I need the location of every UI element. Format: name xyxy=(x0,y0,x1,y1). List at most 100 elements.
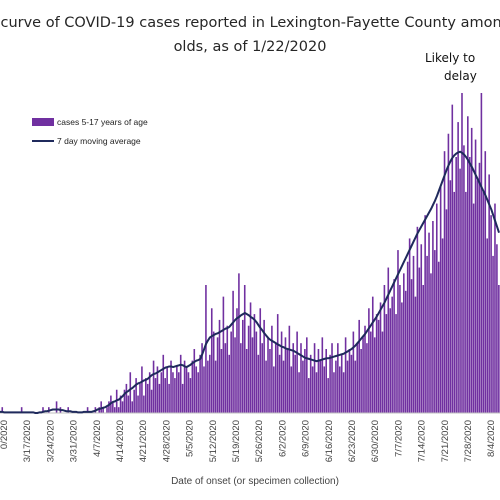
case-bar xyxy=(232,290,234,413)
case-bar xyxy=(274,343,277,413)
case-bar xyxy=(449,180,452,413)
case-bar xyxy=(356,343,359,413)
case-bar xyxy=(482,191,485,413)
case-bar xyxy=(325,349,327,413)
case-bar xyxy=(290,366,293,413)
case-bar xyxy=(119,395,122,413)
case-bar xyxy=(220,349,223,413)
case-bar xyxy=(455,157,457,413)
case-bar xyxy=(257,354,260,413)
x-tick-label: 4/21/2020 xyxy=(138,420,149,462)
case-bar xyxy=(164,378,166,413)
x-tick-label: 3/24/2020 xyxy=(45,420,56,462)
case-bar xyxy=(205,285,207,413)
case-bar xyxy=(492,255,494,413)
case-bar xyxy=(212,331,215,413)
annotation-line1: Likely to xyxy=(425,51,475,65)
case-bar xyxy=(474,139,477,414)
case-bar xyxy=(333,372,335,413)
case-bar xyxy=(102,407,104,413)
case-bar xyxy=(292,343,295,413)
x-tick-label: 6/16/2020 xyxy=(324,420,335,462)
case-bar xyxy=(218,319,221,413)
case-bar xyxy=(166,366,168,413)
x-tick-label: 4/7/2020 xyxy=(92,420,103,457)
case-bar xyxy=(86,407,89,413)
case-bar xyxy=(311,366,314,413)
case-bar xyxy=(280,331,283,413)
case-bar xyxy=(480,93,483,413)
case-bar xyxy=(435,203,438,413)
case-bar xyxy=(490,215,492,413)
case-bar xyxy=(420,244,423,413)
case-bar xyxy=(335,360,337,413)
case-bar xyxy=(422,285,424,413)
case-bar xyxy=(278,354,281,413)
chart-title-line1: demic curve of COVID-19 cases reported i… xyxy=(0,15,500,31)
moving-average-line xyxy=(0,150,500,414)
case-bar xyxy=(160,372,163,413)
case-bar xyxy=(465,191,467,413)
case-bar xyxy=(273,366,275,413)
case-bar xyxy=(214,360,217,413)
case-bar xyxy=(67,407,69,413)
case-bar xyxy=(371,296,374,413)
case-bar xyxy=(125,383,128,413)
case-bar xyxy=(393,279,395,413)
case-bar xyxy=(309,354,312,413)
case-bar xyxy=(352,331,355,413)
case-bar xyxy=(399,285,401,413)
case-bar xyxy=(209,354,211,413)
case-bar xyxy=(226,325,229,413)
case-bar xyxy=(112,401,114,413)
case-bar xyxy=(294,354,296,413)
case-bar xyxy=(263,319,265,413)
case-bar xyxy=(434,250,436,413)
legend-bar-swatch xyxy=(32,118,54,126)
case-bar xyxy=(457,122,459,413)
case-bar xyxy=(331,343,333,413)
case-bar xyxy=(412,255,415,413)
case-bar xyxy=(418,267,421,413)
case-bar xyxy=(430,273,432,413)
case-bar xyxy=(385,314,388,413)
case-bar xyxy=(249,302,252,413)
case-bar xyxy=(463,145,465,414)
x-tick-label: 5/5/2020 xyxy=(185,420,196,457)
case-bar xyxy=(269,349,271,413)
case-bar xyxy=(445,209,448,413)
case-bar xyxy=(494,203,496,413)
case-bar xyxy=(350,354,353,413)
case-bar xyxy=(397,250,399,413)
case-bar xyxy=(185,366,188,413)
case-bar xyxy=(154,378,157,413)
case-bar xyxy=(156,366,159,413)
case-bar xyxy=(183,360,186,413)
case-bar xyxy=(253,314,256,413)
case-bar xyxy=(366,343,368,413)
x-tick-label: 6/30/2020 xyxy=(370,420,381,462)
case-bar xyxy=(238,273,240,413)
x-tick-label: 5/19/2020 xyxy=(231,420,242,462)
case-bar xyxy=(472,203,475,413)
case-bar xyxy=(416,226,419,413)
legend-line-label: 7 day moving average xyxy=(57,136,141,146)
case-bar xyxy=(302,360,304,413)
case-bar xyxy=(426,255,428,413)
case-bar xyxy=(146,383,149,413)
case-bar xyxy=(383,285,386,413)
case-bar xyxy=(414,296,417,413)
x-tick-labels: 0/2020 3/17/2020 3/24/2020 3/31/2020 4/7/202… xyxy=(0,420,497,462)
case-bar xyxy=(395,314,397,413)
x-tick-label: 7/14/2020 xyxy=(417,420,428,462)
case-bar xyxy=(20,407,23,413)
case-bar xyxy=(139,383,141,413)
case-bar xyxy=(437,261,440,413)
case-bar xyxy=(486,238,489,413)
case-bar xyxy=(377,319,380,413)
case-bar xyxy=(468,157,471,413)
case-bar xyxy=(55,401,58,413)
case-bar xyxy=(203,366,205,413)
case-bar xyxy=(304,349,306,413)
case-bar xyxy=(467,116,469,414)
